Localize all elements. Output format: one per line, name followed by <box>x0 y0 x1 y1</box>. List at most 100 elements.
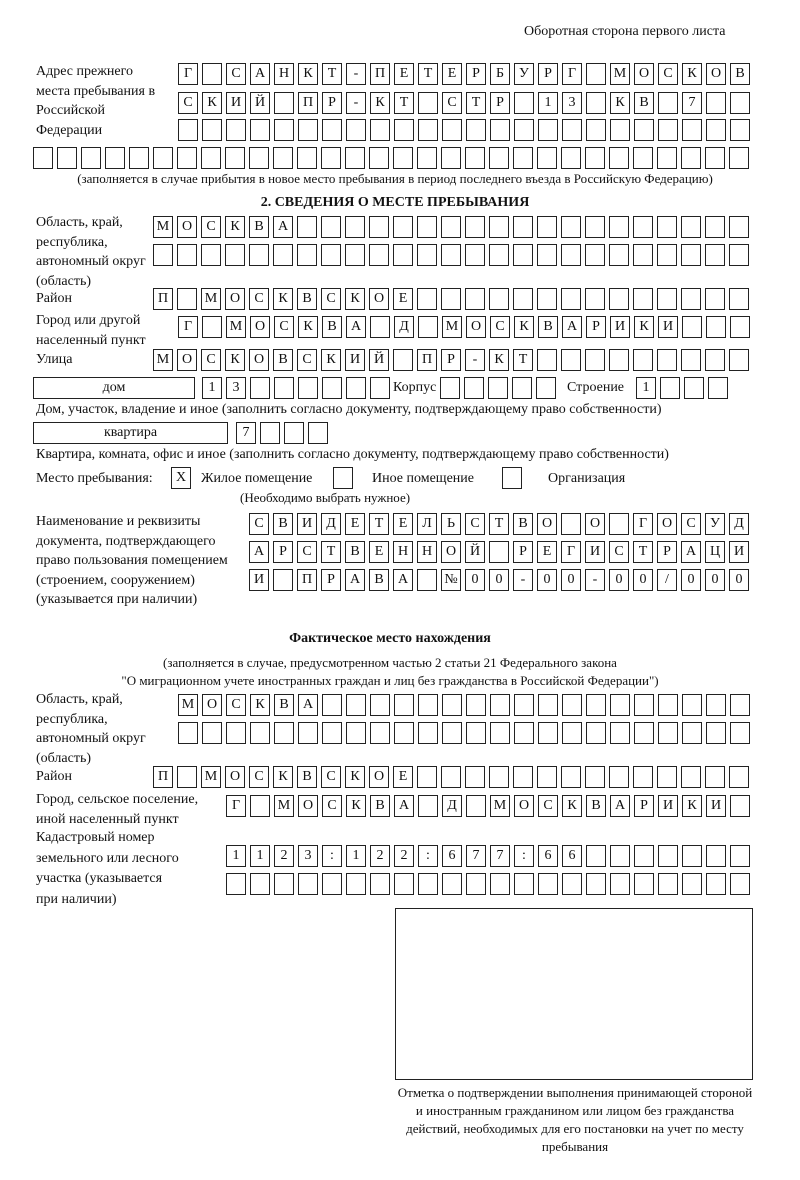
char-cell[interactable]: Ц <box>705 541 725 563</box>
char-cell[interactable]: К <box>346 795 366 817</box>
char-cell[interactable] <box>706 92 726 114</box>
char-cell[interactable]: М <box>201 288 221 310</box>
char-cell[interactable] <box>177 766 197 788</box>
char-cell[interactable] <box>609 244 629 266</box>
char-cell[interactable] <box>274 119 294 141</box>
char-cell[interactable] <box>178 722 198 744</box>
char-cell[interactable]: И <box>585 541 605 563</box>
char-cell[interactable] <box>538 694 558 716</box>
char-cell[interactable]: О <box>657 513 677 535</box>
char-cell[interactable]: Р <box>634 795 654 817</box>
char-cell[interactable] <box>298 722 318 744</box>
char-cell[interactable]: К <box>634 316 654 338</box>
char-cell[interactable] <box>730 694 750 716</box>
char-cell[interactable] <box>609 288 629 310</box>
char-cell[interactable]: С <box>321 288 341 310</box>
char-cell[interactable] <box>633 244 653 266</box>
char-cell[interactable] <box>250 119 270 141</box>
char-cell[interactable] <box>418 694 438 716</box>
char-cell[interactable] <box>346 722 366 744</box>
char-cell[interactable]: С <box>249 766 269 788</box>
char-cell[interactable] <box>297 147 317 169</box>
char-cell[interactable]: В <box>322 316 342 338</box>
char-cell[interactable] <box>129 147 149 169</box>
char-cell[interactable] <box>250 377 270 399</box>
char-cell[interactable] <box>561 513 581 535</box>
char-cell[interactable]: Т <box>322 63 342 85</box>
char-cell[interactable]: В <box>273 513 293 535</box>
char-cell[interactable]: А <box>249 541 269 563</box>
char-cell[interactable] <box>465 766 485 788</box>
char-cell[interactable]: М <box>490 795 510 817</box>
char-cell[interactable]: : <box>322 845 342 867</box>
char-cell[interactable]: 1 <box>636 377 656 399</box>
char-cell[interactable] <box>705 244 725 266</box>
char-cell[interactable] <box>345 147 365 169</box>
char-cell[interactable] <box>513 216 533 238</box>
char-cell[interactable]: К <box>273 288 293 310</box>
char-cell[interactable] <box>730 119 750 141</box>
char-cell[interactable]: А <box>562 316 582 338</box>
char-cell[interactable] <box>250 795 270 817</box>
char-cell[interactable]: С <box>442 92 462 114</box>
char-cell[interactable]: Н <box>417 541 437 563</box>
char-cell[interactable]: С <box>226 694 246 716</box>
char-cell[interactable] <box>201 147 221 169</box>
char-cell[interactable] <box>370 316 390 338</box>
char-cell[interactable]: А <box>610 795 630 817</box>
char-cell[interactable]: О <box>298 795 318 817</box>
char-cell[interactable] <box>226 873 246 895</box>
char-cell[interactable] <box>681 244 701 266</box>
char-cell[interactable]: № <box>441 569 461 591</box>
char-cell[interactable] <box>466 873 486 895</box>
char-cell[interactable]: С <box>249 288 269 310</box>
char-cell[interactable]: - <box>513 569 533 591</box>
char-cell[interactable] <box>418 92 438 114</box>
char-cell[interactable] <box>393 244 413 266</box>
char-cell[interactable] <box>705 288 725 310</box>
char-cell[interactable] <box>260 422 280 444</box>
char-cell[interactable] <box>536 377 556 399</box>
char-cell[interactable]: М <box>274 795 294 817</box>
char-cell[interactable] <box>682 119 702 141</box>
char-cell[interactable] <box>708 377 728 399</box>
char-cell[interactable] <box>489 541 509 563</box>
char-cell[interactable]: Г <box>562 63 582 85</box>
char-cell[interactable] <box>730 845 750 867</box>
char-cell[interactable] <box>249 244 269 266</box>
char-cell[interactable]: Н <box>393 541 413 563</box>
char-cell[interactable] <box>706 316 726 338</box>
char-cell[interactable] <box>345 216 365 238</box>
char-cell[interactable]: В <box>538 316 558 338</box>
char-cell[interactable] <box>706 845 726 867</box>
char-cell[interactable]: В <box>274 694 294 716</box>
char-cell[interactable] <box>633 147 653 169</box>
char-cell[interactable] <box>346 694 366 716</box>
char-cell[interactable]: К <box>225 216 245 238</box>
char-cell[interactable] <box>393 216 413 238</box>
char-cell[interactable] <box>634 119 654 141</box>
char-cell[interactable] <box>490 694 510 716</box>
char-cell[interactable]: 0 <box>609 569 629 591</box>
char-cell[interactable]: Г <box>633 513 653 535</box>
char-cell[interactable] <box>634 694 654 716</box>
char-cell[interactable] <box>633 288 653 310</box>
char-cell[interactable] <box>586 845 606 867</box>
char-cell[interactable] <box>418 795 438 817</box>
char-cell[interactable]: О <box>177 216 197 238</box>
char-cell[interactable] <box>464 377 484 399</box>
char-cell[interactable]: К <box>225 349 245 371</box>
char-cell[interactable] <box>537 216 557 238</box>
char-cell[interactable]: О <box>369 766 389 788</box>
char-cell[interactable]: О <box>634 63 654 85</box>
char-cell[interactable] <box>442 119 462 141</box>
char-cell[interactable] <box>346 119 366 141</box>
char-cell[interactable]: С <box>609 541 629 563</box>
char-cell[interactable]: Т <box>321 541 341 563</box>
char-cell[interactable] <box>297 216 317 238</box>
char-cell[interactable]: К <box>321 349 341 371</box>
char-cell[interactable]: О <box>202 694 222 716</box>
char-cell[interactable]: Т <box>489 513 509 535</box>
char-cell[interactable]: С <box>297 349 317 371</box>
char-cell[interactable]: К <box>562 795 582 817</box>
